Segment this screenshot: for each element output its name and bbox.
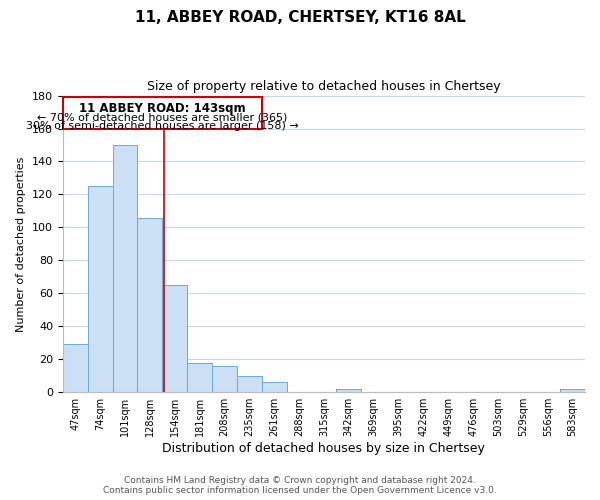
Text: 30% of semi-detached houses are larger (158) →: 30% of semi-detached houses are larger (… <box>26 121 299 131</box>
Bar <box>337 389 361 392</box>
Bar <box>162 285 187 392</box>
Text: 11, ABBEY ROAD, CHERTSEY, KT16 8AL: 11, ABBEY ROAD, CHERTSEY, KT16 8AL <box>134 10 466 25</box>
Bar <box>113 145 137 392</box>
Bar <box>212 366 237 392</box>
Text: ← 70% of detached houses are smaller (365): ← 70% of detached houses are smaller (36… <box>37 112 287 122</box>
Bar <box>237 376 262 392</box>
Bar <box>88 186 113 392</box>
Text: Contains HM Land Registry data © Crown copyright and database right 2024.
Contai: Contains HM Land Registry data © Crown c… <box>103 476 497 495</box>
FancyBboxPatch shape <box>63 97 262 128</box>
Title: Size of property relative to detached houses in Chertsey: Size of property relative to detached ho… <box>147 80 501 93</box>
Text: 11 ABBEY ROAD: 143sqm: 11 ABBEY ROAD: 143sqm <box>79 102 245 115</box>
Bar <box>187 362 212 392</box>
Bar <box>63 344 88 392</box>
Bar <box>560 389 585 392</box>
X-axis label: Distribution of detached houses by size in Chertsey: Distribution of detached houses by size … <box>163 442 485 455</box>
Bar <box>137 218 162 392</box>
Y-axis label: Number of detached properties: Number of detached properties <box>16 156 26 332</box>
Bar <box>262 382 287 392</box>
